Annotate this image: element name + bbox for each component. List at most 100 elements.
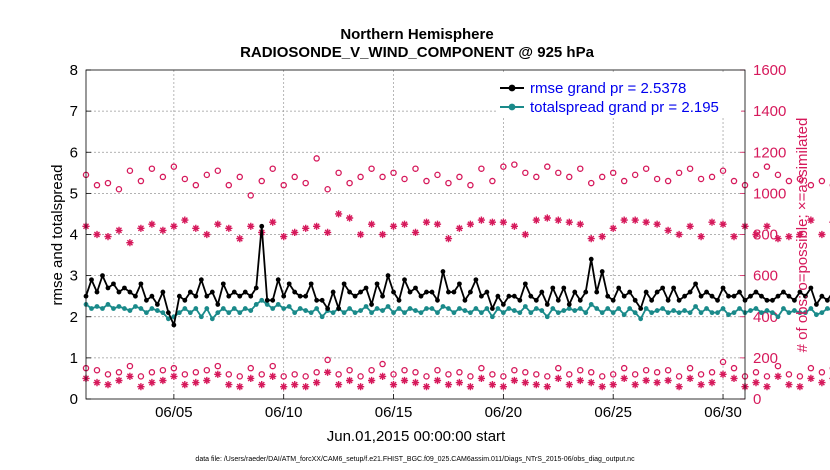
totalspread-point (479, 310, 484, 316)
totalspread-point (693, 304, 698, 309)
obs-possible-marker (126, 167, 134, 175)
rmse-point (511, 293, 517, 299)
obs-possible-marker (708, 173, 716, 181)
rmse-point (303, 293, 309, 299)
obs-assimilated-marker (488, 381, 496, 389)
x-tick-label: 06/25 (594, 404, 632, 421)
obs-assimilated-marker (499, 218, 507, 226)
obs-possible-marker (258, 177, 265, 185)
totalspread-point (176, 310, 182, 316)
obs-assimilated-marker (335, 210, 343, 218)
obs-possible-marker (192, 369, 200, 376)
obs-possible-marker (269, 165, 276, 172)
obs-possible-marker (763, 373, 771, 380)
rmse-point (402, 277, 407, 283)
obs-assimilated-marker (313, 222, 321, 230)
rmse-point (726, 293, 731, 299)
totalspread-point (660, 306, 666, 311)
totalspread-point (440, 304, 446, 309)
obs-assimilated-marker (532, 216, 540, 224)
totalspread-point (242, 306, 248, 311)
rmse-point (369, 302, 374, 307)
obs-assimilated-marker (477, 374, 485, 382)
obs-possible-marker (511, 366, 518, 374)
obs-possible-marker (522, 169, 529, 177)
totalspread-point (632, 310, 638, 316)
totalspread-point (665, 310, 671, 316)
obs-assimilated-marker (411, 228, 420, 236)
obs-possible-marker (368, 165, 375, 172)
totalspread-point (264, 302, 270, 307)
totalspread-point (182, 306, 188, 311)
rmse-point (122, 285, 127, 291)
rmse-point (484, 289, 490, 295)
rmse-point (198, 277, 204, 283)
rmse-point (803, 293, 808, 299)
obs-assimilated-marker (170, 222, 178, 230)
obs-assimilated-marker (521, 378, 529, 387)
obs-possible-marker (609, 169, 617, 177)
obs-assimilated-marker (313, 378, 321, 387)
obs-possible-marker (642, 165, 650, 172)
obs-possible-marker (137, 373, 145, 380)
x-tick-label: 06/10 (265, 404, 303, 421)
obs-possible-marker (785, 371, 793, 378)
obs-assimilated-marker (247, 222, 255, 230)
rmse-point (380, 293, 385, 299)
obs-possible-marker (566, 371, 573, 378)
obs-possible-marker (434, 171, 441, 179)
obs-possible-marker (313, 155, 320, 162)
x-tick-label: 06/05 (155, 404, 193, 421)
rmse-point (610, 297, 616, 303)
obs-possible-marker (291, 173, 298, 181)
totalspread-point (759, 310, 764, 316)
totalspread-point (781, 306, 786, 311)
totalspread-point (594, 306, 600, 311)
rmse-point (495, 293, 501, 299)
rmse-point (577, 297, 583, 303)
y-left-tick-label: 2 (70, 309, 78, 326)
totalspread-point (495, 306, 501, 311)
rmse-point (616, 285, 622, 291)
totalspread-point (127, 308, 133, 313)
obs-assimilated-marker (444, 235, 453, 243)
rmse-point (704, 289, 709, 295)
obs-assimilated-marker (236, 235, 244, 243)
obs-assimilated-marker (499, 383, 507, 391)
x-axis-label: Jun.01,2015 00:00:00 start (327, 428, 506, 445)
totalspread-point (380, 308, 385, 313)
rmse-point (627, 289, 633, 295)
y-right-tick-label: 1200 (753, 144, 786, 161)
rmse-point (588, 256, 594, 262)
obs-possible-marker (664, 366, 672, 374)
totalspread-point (824, 306, 830, 311)
rmse-point (693, 281, 698, 287)
obs-assimilated-marker (466, 220, 474, 228)
x-tick-label: 06/20 (485, 404, 523, 421)
rmse-point (133, 293, 138, 299)
obs-possible-marker (346, 179, 353, 187)
obs-possible-marker (159, 173, 167, 181)
y-left-tick-label: 0 (70, 391, 78, 408)
totalspread-point (138, 306, 144, 311)
totalspread-point (544, 314, 550, 320)
obs-possible-marker (357, 173, 364, 181)
totalspread-point (731, 310, 737, 316)
obs-assimilated-marker (653, 220, 661, 228)
rmse-point (385, 273, 391, 279)
obs-possible-marker (566, 173, 573, 181)
obs-assimilated-marker (181, 216, 189, 224)
totalspread-point (341, 310, 347, 316)
rmse-point (687, 289, 693, 295)
obs-possible-marker (390, 371, 397, 378)
obs-possible-marker (225, 181, 233, 189)
obs-possible-marker (730, 177, 738, 185)
obs-assimilated-marker (433, 220, 442, 228)
obs-possible-marker (247, 192, 254, 199)
totalspread-point (726, 312, 731, 318)
obs-assimilated-marker (269, 218, 277, 226)
obs-assimilated-marker (126, 239, 134, 247)
legend-marker-rmse (508, 84, 516, 92)
totalspread-point (813, 312, 819, 318)
totalspread-point (391, 310, 396, 316)
